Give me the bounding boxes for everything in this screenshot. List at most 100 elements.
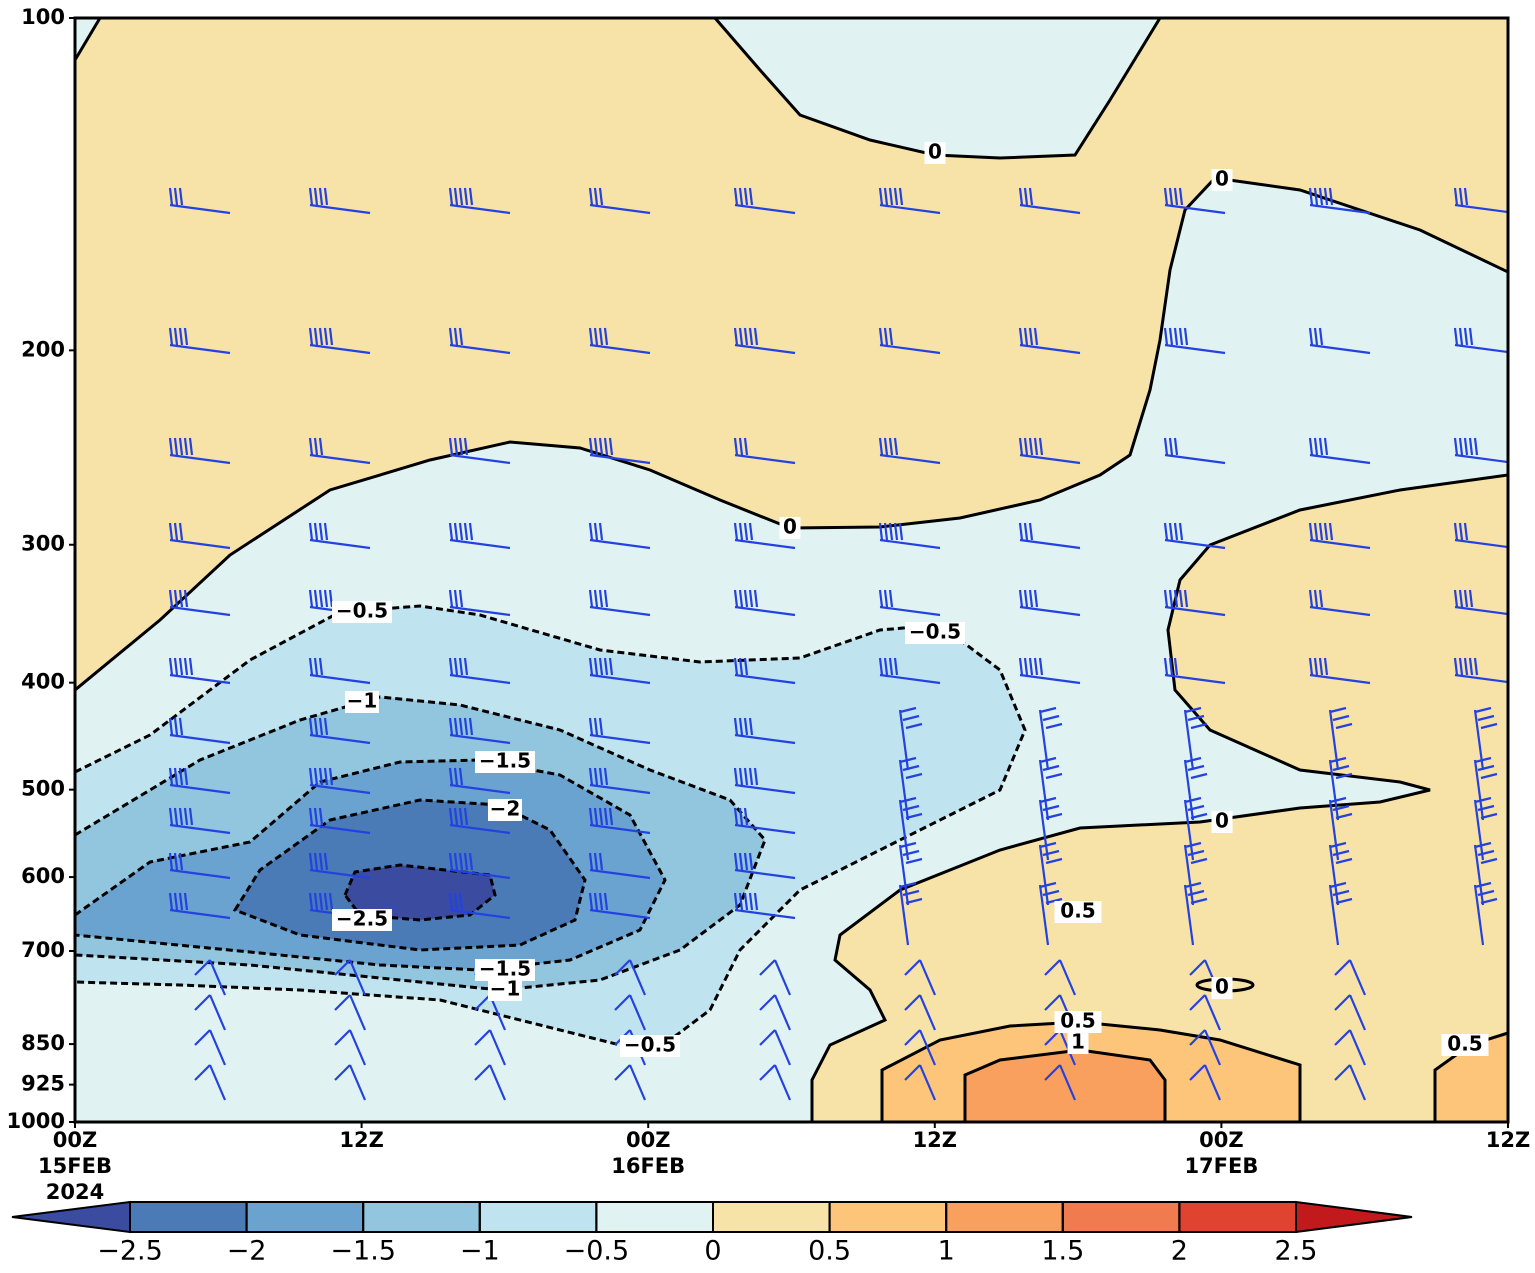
contour-label-bg — [1067, 1032, 1089, 1054]
wind-barb — [308, 717, 371, 745]
barb-feather — [893, 187, 899, 206]
barb-feather — [738, 852, 744, 871]
colorbar-swatch — [945, 1201, 1064, 1233]
barb-feather — [598, 522, 604, 541]
barb-feather — [1028, 437, 1034, 456]
barb-feather — [1313, 589, 1319, 608]
barb-feather — [1477, 804, 1495, 812]
barb-staff — [169, 908, 231, 920]
contour-label-bg — [475, 959, 535, 981]
barb-feather — [1184, 756, 1202, 764]
barb-feather — [1453, 187, 1459, 206]
wind-barb — [168, 522, 231, 550]
barb-staff — [773, 994, 792, 1031]
barb-feather — [1033, 327, 1039, 346]
wind-barb — [168, 657, 231, 685]
wind-barb — [448, 437, 511, 465]
barb-staff — [348, 994, 367, 1031]
barb-feather — [899, 756, 917, 764]
barb-feather — [1334, 994, 1351, 1011]
barb-feather — [183, 657, 189, 676]
barb-feather — [334, 994, 351, 1011]
barb-feather — [1189, 1029, 1206, 1046]
barb-feather — [899, 881, 917, 889]
wind-barb — [1163, 327, 1226, 355]
wind-barb — [878, 437, 941, 465]
wind-barb — [759, 959, 792, 996]
barb-feather — [313, 589, 319, 608]
barb-feather — [313, 892, 319, 911]
wind-barb — [168, 852, 231, 880]
barb-feather — [738, 892, 744, 911]
barb-feather — [448, 327, 454, 346]
contour-label: 0 — [1215, 167, 1229, 191]
wind-barb — [168, 807, 231, 835]
barb-feather — [738, 767, 744, 786]
barb-staff — [628, 959, 647, 996]
colorbar-label: −1.5 — [330, 1236, 396, 1267]
barb-feather — [474, 994, 491, 1011]
barb-feather — [733, 717, 739, 736]
barb-staff — [1454, 203, 1508, 214]
y-tick-label: 500 — [21, 777, 65, 801]
barb-feather — [1039, 881, 1057, 889]
barb-staff — [1309, 673, 1371, 685]
barb-feather — [1480, 812, 1498, 820]
barb-feather — [183, 892, 189, 911]
barb-feather — [1039, 706, 1057, 714]
barb-feather — [1168, 327, 1174, 346]
barb-feather — [458, 657, 464, 676]
barb-feather — [1045, 812, 1063, 820]
barb-feather — [1039, 796, 1057, 804]
barb-feather — [1458, 657, 1464, 676]
barb-feather — [468, 852, 474, 871]
barb-feather — [318, 852, 324, 871]
barb-feather — [1187, 849, 1205, 857]
wind-barb — [308, 187, 371, 215]
barb-feather — [1033, 657, 1039, 676]
barb-feather — [448, 852, 454, 871]
barb-feather — [1468, 657, 1474, 676]
wind-barb — [1328, 796, 1353, 861]
barb-feather — [1184, 706, 1202, 714]
barb-feather — [1163, 657, 1169, 676]
barb-feather — [453, 852, 459, 871]
barb-feather — [1190, 857, 1208, 865]
barb-feather — [1328, 522, 1334, 541]
wind-barb — [733, 717, 796, 745]
colorbar-label: −2.5 — [97, 1236, 163, 1267]
barb-staff — [1348, 959, 1367, 996]
barb-feather — [1178, 327, 1184, 346]
barb-feather — [308, 892, 314, 911]
contour-label-bg — [332, 601, 392, 623]
barb-staff — [589, 733, 651, 745]
wind-barb — [588, 807, 651, 835]
barb-feather — [878, 657, 884, 676]
barb-feather — [593, 187, 599, 206]
barb-feather — [448, 187, 454, 206]
wind-barb — [168, 717, 231, 745]
barb-staff — [918, 959, 937, 996]
barb-feather — [1045, 772, 1063, 780]
contour-label-bg — [779, 517, 801, 539]
barb-staff — [1164, 673, 1226, 685]
wind-barb — [1473, 881, 1498, 946]
barb-staff — [1328, 799, 1340, 861]
barb-feather — [883, 437, 889, 456]
barb-feather — [1028, 327, 1034, 346]
barb-feather — [1453, 657, 1459, 676]
barb-feather — [743, 852, 749, 871]
barb-feather — [748, 522, 754, 541]
barb-feather — [1045, 857, 1063, 865]
barb-feather — [1332, 714, 1350, 722]
barb-feather — [173, 522, 179, 541]
wind-barb — [1183, 796, 1208, 861]
barb-feather — [313, 327, 319, 346]
y-tick-label: 100 — [21, 5, 65, 29]
barb-feather — [1308, 522, 1314, 541]
wind-barb — [308, 522, 371, 550]
contour-label: 0 — [1215, 809, 1229, 833]
colorbar-swatch — [1061, 1201, 1181, 1233]
barb-feather — [1463, 589, 1469, 608]
